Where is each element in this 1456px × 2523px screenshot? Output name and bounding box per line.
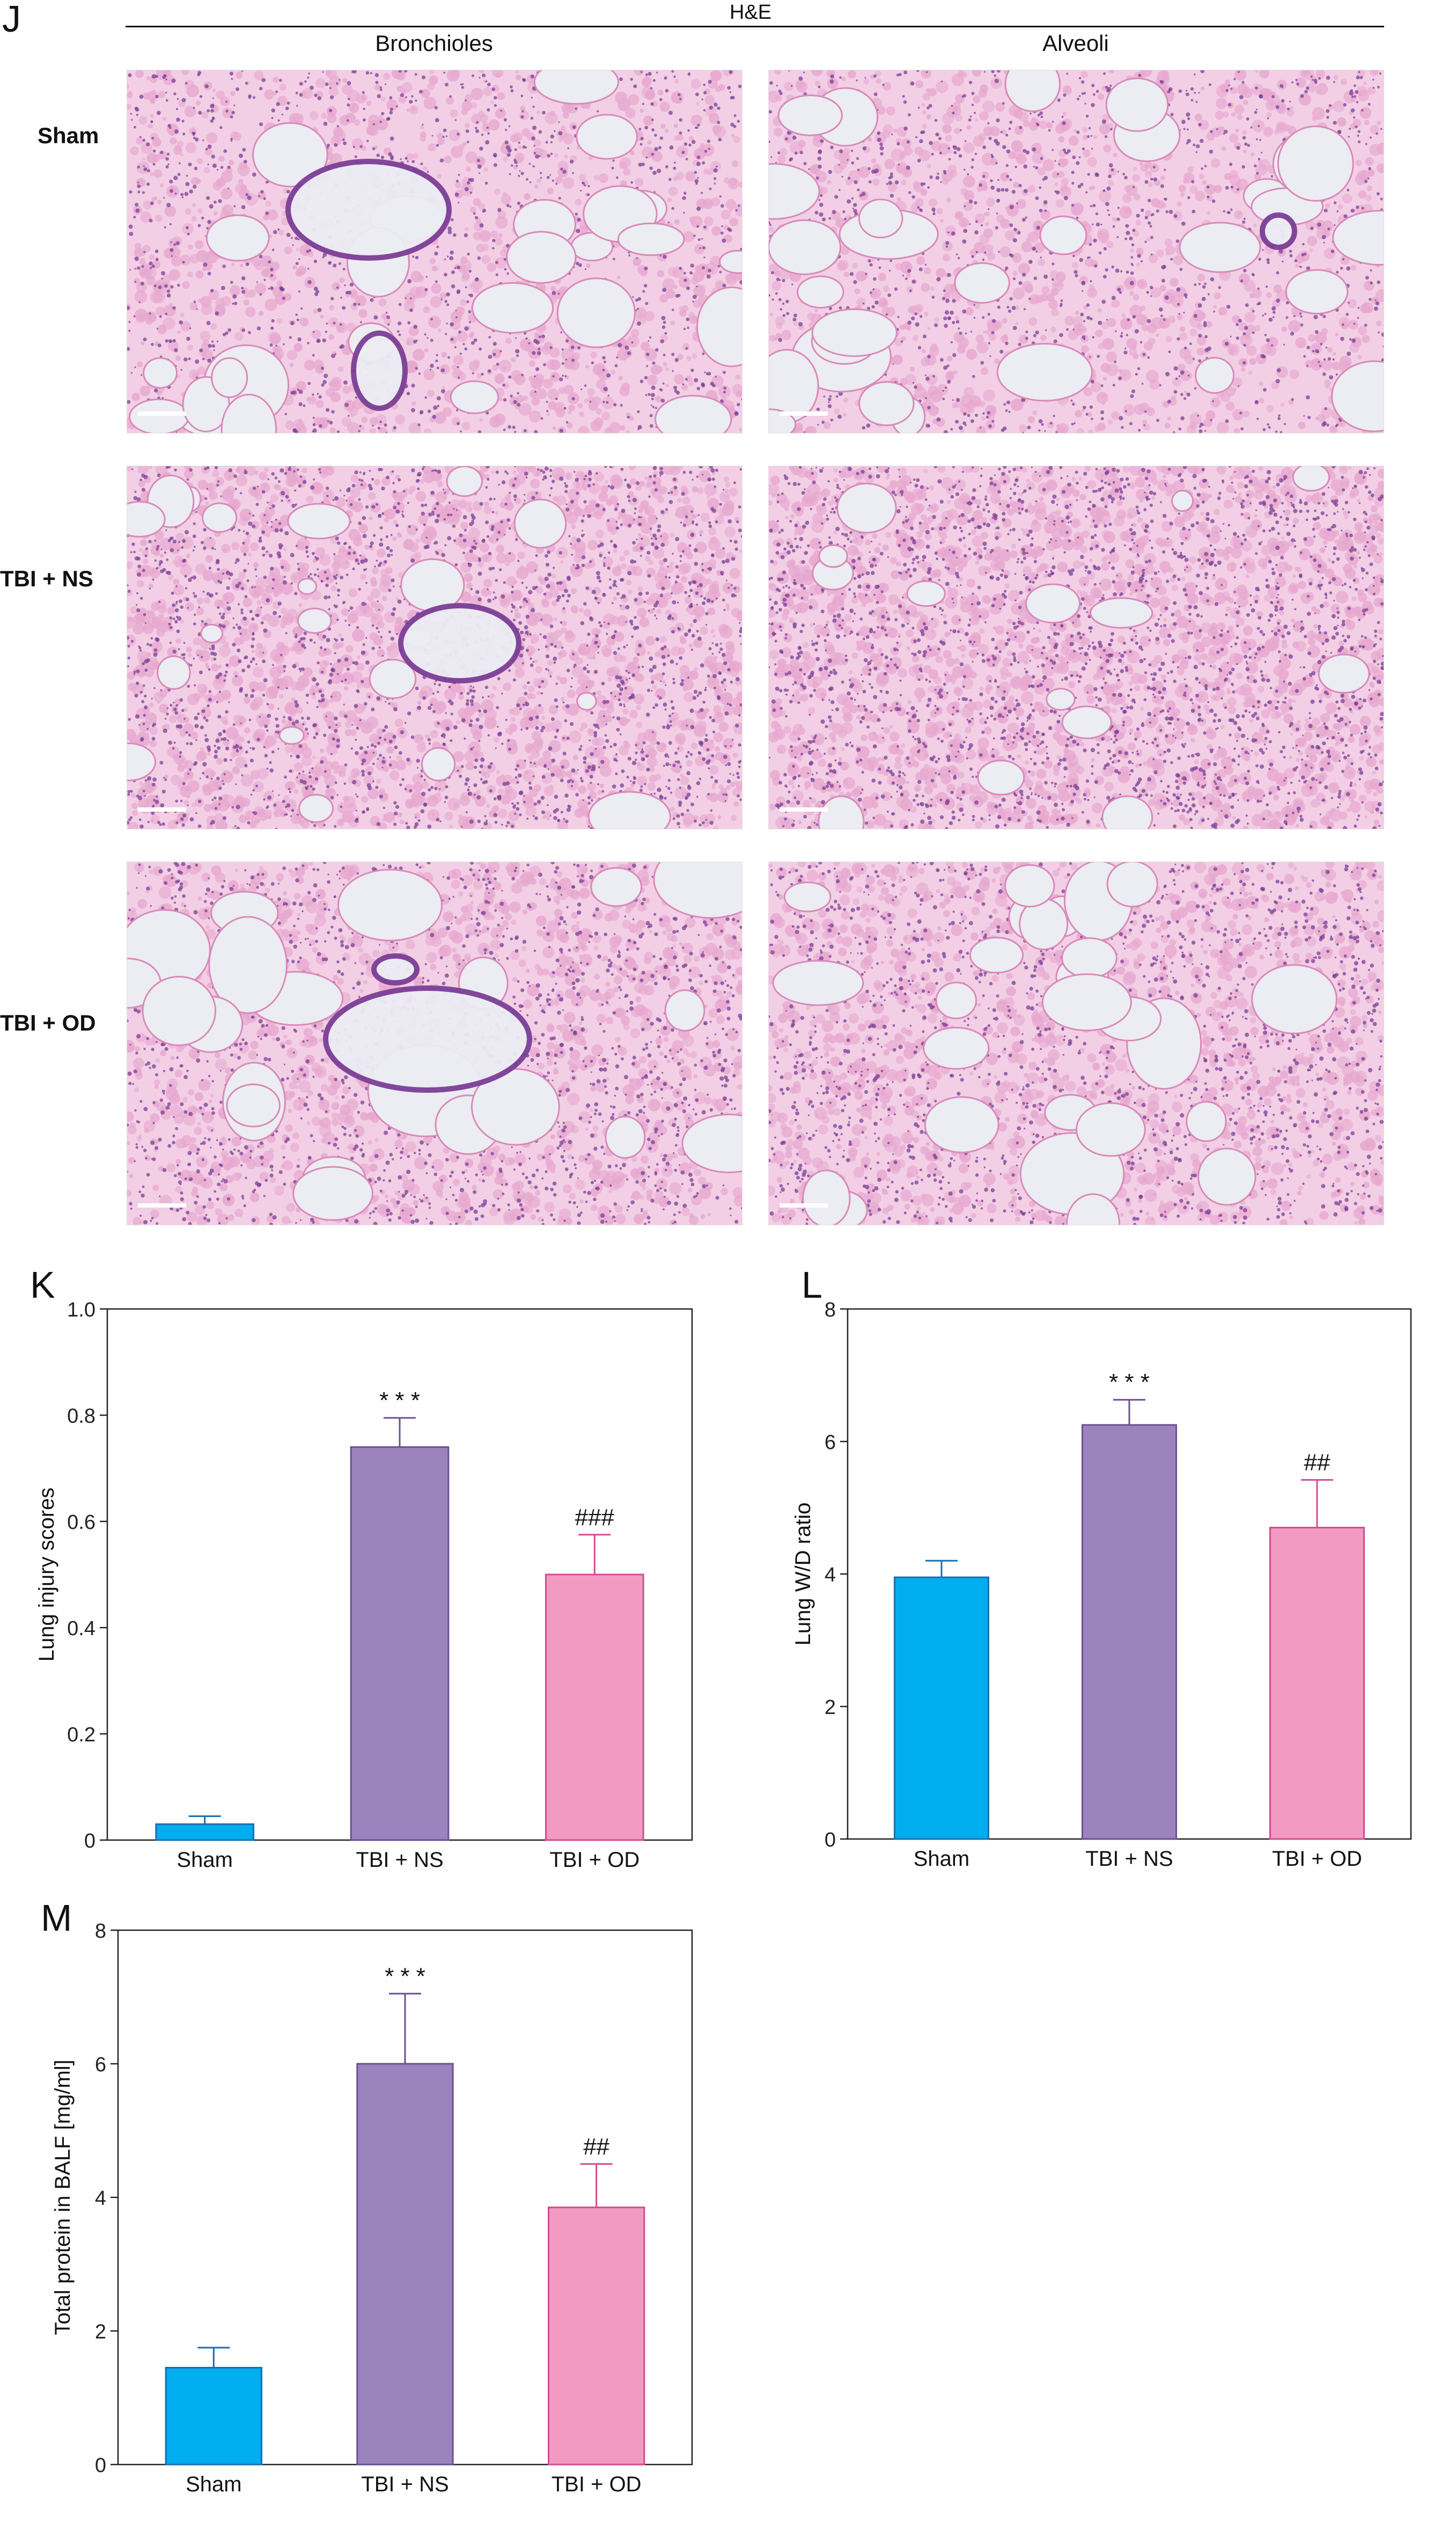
bar-tbi-ns bbox=[357, 2064, 453, 2465]
significance-label: ### bbox=[575, 1504, 615, 1531]
y-tick-label: 2 bbox=[95, 2321, 106, 2343]
y-tick-label: 0.8 bbox=[67, 1405, 95, 1428]
x-tick-label: TBI + NS bbox=[361, 2473, 448, 2496]
micrograph-tbi-od-alveoli bbox=[768, 862, 1384, 1225]
y-tick-label: 8 bbox=[95, 1920, 106, 1943]
significance-label: * * * bbox=[379, 1387, 420, 1414]
y-tick-label: 6 bbox=[95, 2054, 106, 2076]
significance-label: * * * bbox=[1109, 1369, 1150, 1395]
column-header-bronchioles: Bronchioles bbox=[127, 32, 741, 55]
y-tick-label: 0.6 bbox=[67, 1511, 95, 1534]
y-axis-label: Lung injury scores bbox=[35, 1488, 58, 1662]
x-tick-label: TBI + NS bbox=[356, 1848, 443, 1872]
x-tick-label: TBI + OD bbox=[1272, 1847, 1362, 1871]
bar-tbi-od bbox=[546, 1575, 644, 1840]
bar-sham bbox=[156, 1824, 254, 1840]
x-tick-label: TBI + NS bbox=[1085, 1847, 1173, 1871]
micrograph-tbi-od-bronchioles bbox=[127, 862, 742, 1225]
chart-k-lung-injury-scores: 0 0.2 0.4 0.6 0.8 1.0 Sham TBI + NS * * * TBI + O… bbox=[21, 1288, 719, 1894]
row-label-sham: Sham bbox=[38, 124, 99, 147]
bar-tbi-ns bbox=[1083, 1425, 1176, 1839]
y-tick-label: 0 bbox=[84, 1830, 95, 1852]
y-tick-label: 4 bbox=[95, 2187, 106, 2210]
y-axis-label: Lung W/D ratio bbox=[791, 1503, 815, 1646]
y-tick-label: 8 bbox=[825, 1299, 836, 1321]
row-label-tbi-ns: TBI + NS bbox=[0, 568, 93, 590]
chart-m-total-protein-balf: 0 2 4 6 8 Sham TBI + NS * * * TBI + OD ## Total pr… bbox=[32, 1915, 730, 2520]
x-tick-label: TBI + OD bbox=[551, 2473, 642, 2496]
chart-l-lung-wd-ratio: 0 2 4 6 8 Sham TBI + NS * * * TBI + OD ## Lung W/D… bbox=[783, 1288, 1454, 1894]
y-tick-label: 2 bbox=[825, 1696, 836, 1719]
x-tick-label: Sham bbox=[186, 2473, 242, 2496]
micrograph-sham-bronchioles bbox=[127, 70, 742, 433]
y-tick-label: 6 bbox=[825, 1431, 836, 1454]
y-tick-label: 0 bbox=[95, 2454, 106, 2477]
panel-j-top-rule bbox=[126, 26, 1384, 27]
panel-j-title: H&E bbox=[730, 2, 771, 23]
row-label-tbi-od: TBI + OD bbox=[0, 1012, 96, 1034]
micrograph-tbi-ns-alveoli bbox=[768, 466, 1384, 829]
x-tick-label: Sham bbox=[914, 1847, 970, 1871]
panel-letter-j: J bbox=[2, 0, 21, 38]
x-tick-label: TBI + OD bbox=[549, 1848, 639, 1872]
bar-sham bbox=[166, 2367, 261, 2465]
y-tick-label: 0.2 bbox=[67, 1724, 95, 1746]
bar-tbi-od bbox=[1270, 1528, 1364, 1839]
significance-label: * * * bbox=[385, 1963, 425, 1989]
bar-tbi-ns bbox=[351, 1447, 448, 1840]
micrograph-tbi-ns-bronchioles bbox=[127, 466, 742, 829]
significance-label: ## bbox=[583, 2134, 609, 2160]
y-tick-label: 4 bbox=[825, 1564, 836, 1586]
bar-sham bbox=[895, 1577, 989, 1839]
y-axis-label: Total protein in BALF [mg/ml] bbox=[51, 2059, 75, 2335]
bar-tbi-od bbox=[549, 2208, 644, 2465]
significance-label: ## bbox=[1304, 1450, 1330, 1476]
y-tick-label: 0 bbox=[825, 1829, 836, 1851]
y-tick-label: 0.4 bbox=[67, 1617, 95, 1640]
y-tick-label: 1.0 bbox=[67, 1299, 95, 1321]
x-tick-label: Sham bbox=[177, 1848, 233, 1872]
column-header-alveoli: Alveoli bbox=[768, 32, 1383, 55]
micrograph-sham-alveoli bbox=[768, 70, 1384, 433]
